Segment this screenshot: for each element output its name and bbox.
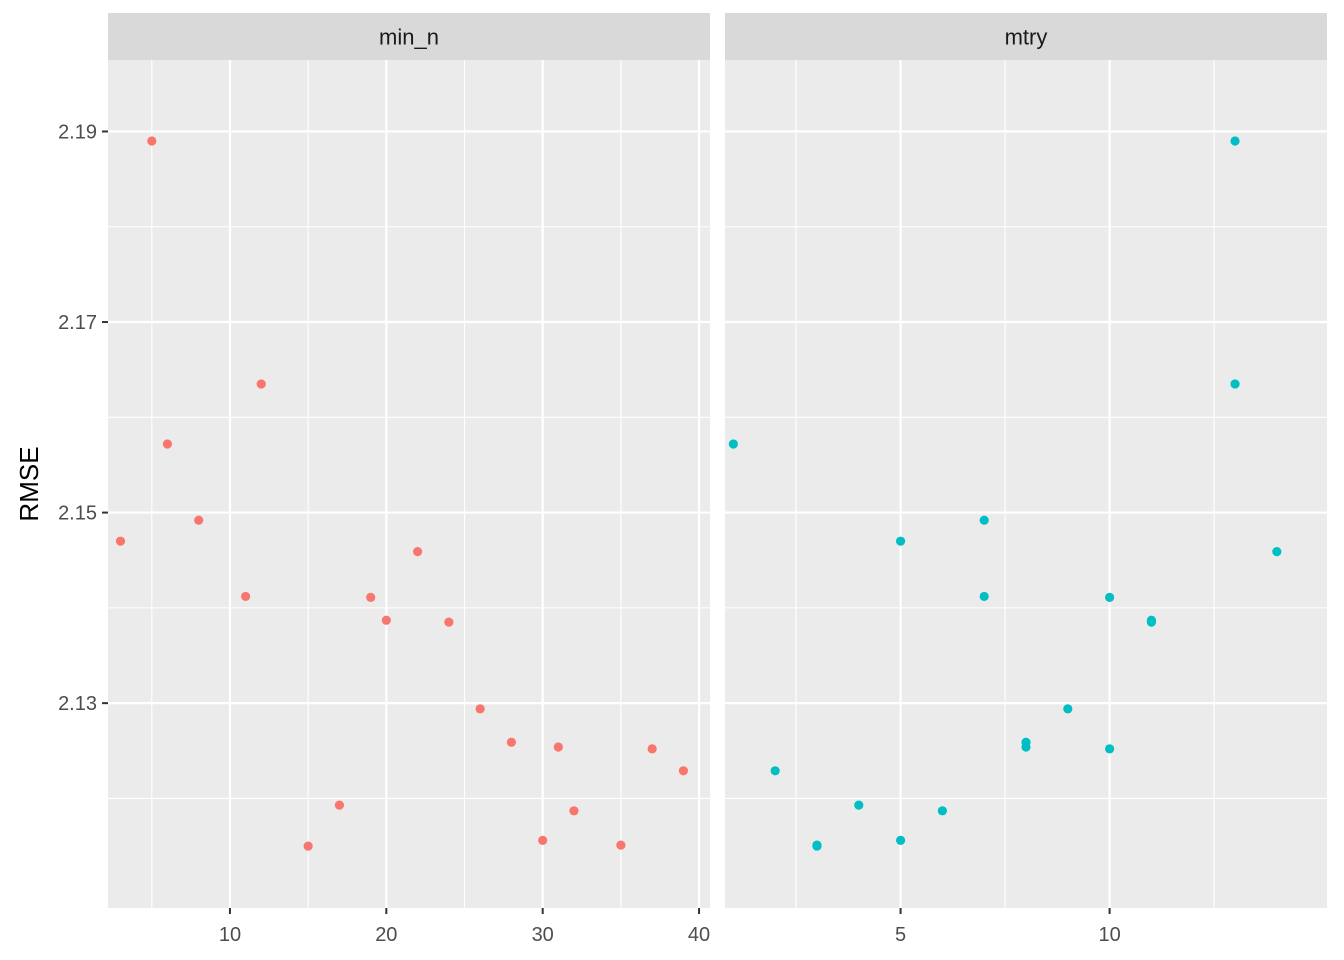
data-point-min_n: [303, 841, 313, 851]
x-tick-label: 10: [219, 924, 241, 946]
x-tick-label: 30: [532, 924, 554, 946]
data-point-mtry: [1021, 742, 1031, 752]
strip-background-min_n: [108, 13, 710, 60]
x-tick-label: 5: [895, 924, 906, 946]
data-point-min_n: [241, 591, 251, 602]
strip-label-min_n: min_n: [379, 25, 439, 50]
data-point-mtry: [728, 439, 738, 449]
data-point-mtry: [895, 536, 906, 546]
y-tick-label: 2.15: [58, 503, 97, 525]
y-tick-label: 2.17: [58, 312, 97, 334]
x-tick-label: 40: [688, 924, 710, 946]
data-point-mtry: [937, 806, 947, 816]
data-point-min_n: [475, 704, 485, 714]
data-point-mtry: [895, 835, 906, 845]
data-point-mtry: [1230, 136, 1240, 146]
data-point-mtry: [1146, 617, 1157, 627]
data-point-mtry: [812, 840, 822, 850]
data-point-mtry: [1063, 704, 1073, 714]
x-tick-label: 20: [375, 924, 397, 946]
panel-background-mtry: [725, 60, 1327, 908]
data-point-min_n: [444, 617, 454, 627]
data-point-min_n: [366, 592, 376, 602]
data-point-min_n: [647, 744, 657, 754]
data-point-min_n: [678, 766, 689, 776]
data-point-mtry: [770, 766, 780, 776]
data-point-mtry: [1105, 592, 1115, 602]
data-point-mtry: [1105, 744, 1115, 754]
data-point-min_n: [569, 806, 579, 816]
data-point-min_n: [147, 136, 157, 146]
panel-background-min_n: [108, 60, 710, 908]
data-point-mtry: [979, 591, 989, 602]
strip-background-mtry: [725, 13, 1327, 60]
data-point-min_n: [115, 536, 126, 546]
y-tick-label: 2.13: [58, 693, 97, 715]
data-point-min_n: [553, 742, 563, 752]
strip-label-mtry: mtry: [1005, 25, 1048, 50]
data-point-min_n: [256, 379, 266, 389]
y-axis-title: RMSE: [14, 446, 44, 521]
data-point-mtry: [1230, 379, 1240, 389]
data-point-min_n: [538, 835, 548, 845]
data-point-min_n: [162, 439, 173, 449]
data-point-min_n: [413, 547, 423, 557]
data-point-min_n: [334, 800, 345, 810]
data-point-mtry: [1272, 547, 1282, 557]
data-point-min_n: [194, 515, 204, 525]
data-point-mtry: [979, 515, 989, 525]
data-point-min_n: [506, 737, 517, 747]
data-point-min_n: [381, 615, 391, 625]
x-tick-label: 10: [1098, 924, 1120, 946]
y-tick-label: 2.19: [58, 121, 97, 143]
data-point-min_n: [616, 840, 626, 850]
data-point-mtry: [854, 800, 864, 810]
